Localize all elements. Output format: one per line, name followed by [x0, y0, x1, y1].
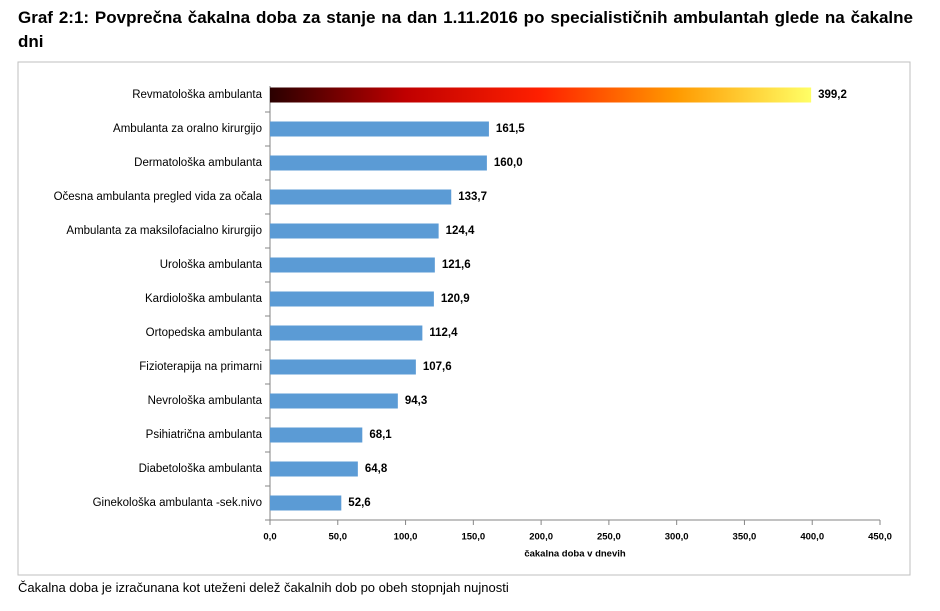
value-label: 64,8 — [365, 463, 388, 475]
y-tick-label: Ambulanta za maksilofacialno kirurgijo — [66, 225, 262, 237]
bar — [270, 325, 423, 341]
y-tick-label: Ginekološka ambulanta -sek.nivo — [93, 497, 262, 509]
value-label: 94,3 — [405, 395, 427, 407]
bar — [270, 495, 342, 511]
y-tick-label: Urološka ambulanta — [160, 259, 263, 271]
value-label: 399,2 — [818, 89, 847, 101]
x-axis-label: čakalna doba v dnevih — [524, 549, 626, 560]
value-label: 160,0 — [494, 157, 523, 169]
y-tick-label: Psihiatrična ambulanta — [146, 429, 263, 441]
x-tick-label: 50,0 — [329, 532, 348, 543]
x-tick-label: 100,0 — [394, 532, 418, 543]
x-tick-label: 0,0 — [263, 532, 276, 543]
value-label: 121,6 — [442, 259, 471, 271]
y-tick-label: Revmatološka ambulanta — [132, 89, 262, 101]
bar — [270, 223, 439, 239]
chart-title: Graf 2:1: Povprečna čakalna doba za stan… — [18, 8, 913, 51]
value-label: 52,6 — [348, 497, 370, 509]
bar — [270, 359, 416, 375]
bar — [270, 393, 398, 409]
y-tick-label: Očesna ambulanta pregled vida za očala — [54, 191, 263, 203]
y-tick-label: Fizioterapija na primarni — [139, 361, 262, 373]
y-tick-label: Nevrološka ambulanta — [148, 395, 263, 407]
bar — [270, 461, 358, 477]
value-label: 68,1 — [369, 429, 392, 441]
y-tick-label: Diabetološka ambulanta — [139, 463, 263, 475]
x-tick-label: 350,0 — [733, 532, 757, 543]
bar — [270, 155, 487, 171]
footnote: Čakalna doba je izračunana kot uteženi d… — [18, 580, 509, 595]
chart-border — [17, 61, 911, 576]
x-tick-label: 400,0 — [800, 532, 824, 543]
bar — [270, 87, 812, 103]
bar — [270, 121, 489, 137]
bar — [270, 189, 452, 205]
y-tick-label: Ortopedska ambulanta — [146, 327, 263, 339]
y-tick-label: Kardiološka ambulanta — [145, 293, 263, 305]
value-label: 112,4 — [429, 327, 458, 339]
x-tick-label: 450,0 — [868, 532, 892, 543]
bar — [270, 427, 363, 443]
bar — [270, 257, 435, 273]
x-tick-label: 300,0 — [665, 532, 689, 543]
x-tick-label: 150,0 — [461, 532, 485, 543]
bar — [270, 291, 434, 307]
y-tick-label: Dermatološka ambulanta — [134, 157, 262, 169]
value-label: 124,4 — [446, 225, 475, 237]
value-label: 107,6 — [423, 361, 452, 373]
y-tick-label: Ambulanta za oralno kirurgijo — [113, 123, 262, 135]
x-tick-label: 200,0 — [529, 532, 553, 543]
value-label: 161,5 — [496, 123, 525, 135]
value-label: 120,9 — [441, 293, 470, 305]
value-label: 133,7 — [458, 191, 487, 203]
x-tick-label: 250,0 — [597, 532, 621, 543]
